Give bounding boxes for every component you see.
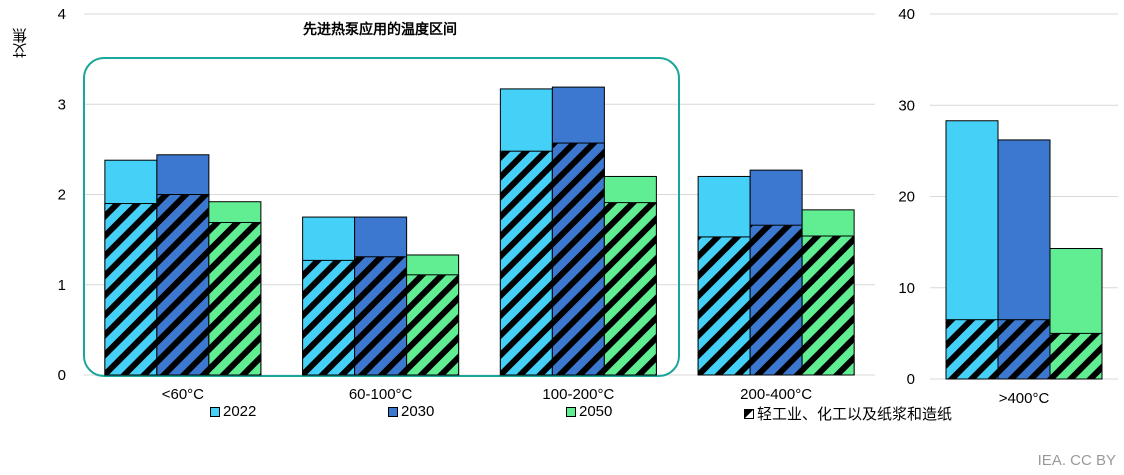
y-tick-label: 2 [58,187,66,204]
bar-light-industry-hatch-2030 [997,319,1051,380]
legend-label-2030: 2030 [401,403,435,420]
bar-light-industry-hatch-2022 [697,236,751,376]
heat-pump-range-box [83,57,680,377]
bar-light-industry-hatch-2022 [499,150,553,376]
bar-light-industry-hatch-2050 [1049,332,1103,380]
legend-label-light-industry: 轻工业、化工以及纸浆和造纸 [757,406,953,423]
y-tick-label: 0 [907,371,915,388]
legend-item-light-industry: 轻工业、化工以及纸浆和造纸 [744,403,952,424]
bar-light-industry-hatch-2050 [208,221,262,376]
x-category-label: 100-200°C [542,386,614,403]
x-category-label: >400°C [999,390,1050,407]
y-tick-label: 20 [898,189,915,206]
bar-light-industry-hatch-2022 [104,203,158,376]
bar-light-industry-hatch-2050 [801,235,855,376]
legend: 2022 2030 2050 轻工业、化工以及纸浆和造纸 [0,403,1124,427]
bar-light-industry-hatch-2030 [551,142,605,376]
bar-light-industry-hatch-2022 [945,319,999,380]
y-tick-label: 30 [898,97,915,114]
bars [104,86,1103,380]
bar-light-industry-hatch-2030 [354,256,408,376]
x-category-label: 200-400°C [740,386,812,403]
legend-swatch-2050 [566,406,576,417]
bar-light-industry-hatch-2050 [406,274,460,376]
y-tick-label: 1 [58,277,66,294]
x-category-label: <60°C [162,386,204,403]
credit-text: IEA. CC BY [1037,452,1116,469]
legend-swatch-hatched [744,408,754,419]
bar-light-industry-hatch-2022 [302,259,356,376]
legend-item-2022: 2022 [210,403,256,420]
legend-swatch-2022 [210,406,220,417]
legend-label-2050: 2050 [579,403,613,420]
bar-light-industry-hatch-2030 [156,194,210,376]
y-tick-label: 3 [58,96,66,113]
y-tick-label: 40 [898,6,915,23]
tick-labels: 0 1 2 3 4 <60°C 60-100°C 100-200°C 200-400°C 0 10 2… [58,6,1050,407]
legend-swatch-2030 [388,406,398,417]
legend-item-2050: 2050 [566,403,612,420]
legend-item-2030: 2030 [388,403,434,420]
y-tick-label: 10 [898,280,915,297]
y-tick-label: 4 [58,6,66,23]
legend-label-2022: 2022 [223,403,257,420]
heat-pump-range-label: 先进热泵应用的温度区间 [303,21,457,37]
bar-light-industry-hatch-2030 [749,224,803,376]
x-category-label: 60-100°C [349,386,413,403]
bar-light-industry-hatch-2050 [603,202,657,376]
y-tick-label: 0 [58,367,66,384]
y-axis-label: 艾焦 [12,28,29,58]
heat-pump-range-outline [83,57,680,377]
